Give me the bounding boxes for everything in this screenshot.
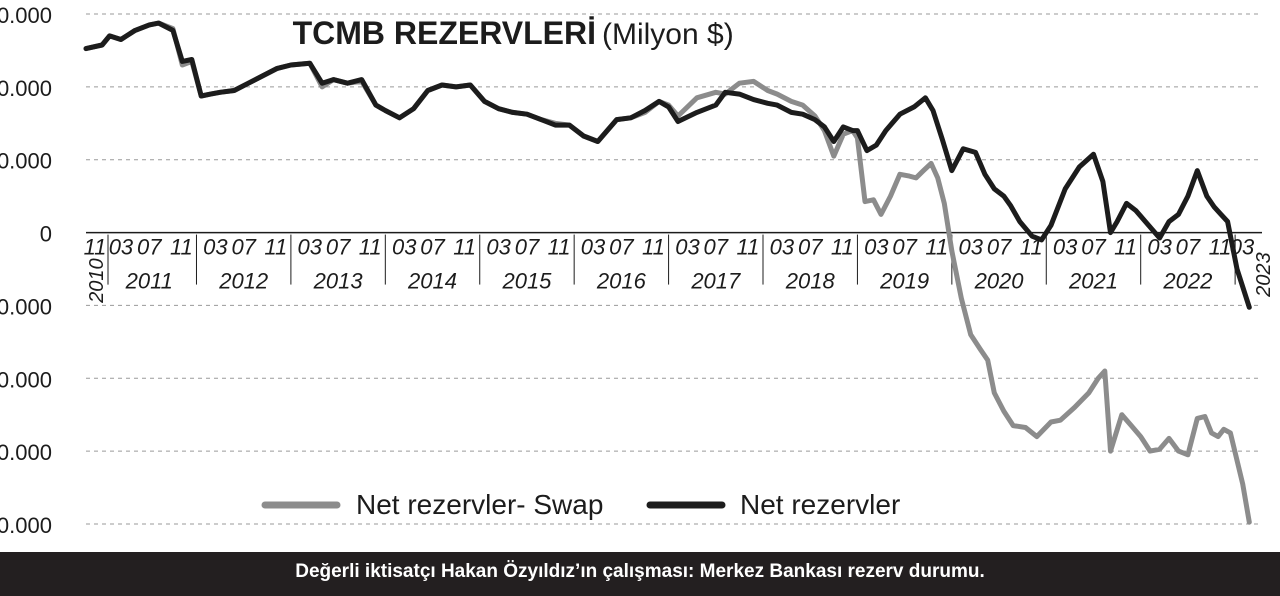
legend-label-net: Net rezervler bbox=[740, 489, 900, 520]
x-year-label: 2016 bbox=[596, 269, 647, 294]
x-year-label: 2019 bbox=[879, 269, 929, 294]
y-tick-label: 40.000 bbox=[0, 76, 52, 101]
x-year-label: 2014 bbox=[407, 269, 457, 294]
chart-title: TCMB REZERVLERİ bbox=[293, 15, 596, 51]
x-year-label: 2011 bbox=[125, 269, 173, 294]
x-tick-label-month: 03 bbox=[864, 235, 889, 260]
x-year-label: 2023 bbox=[1253, 252, 1275, 298]
x-year-label: 2021 bbox=[1068, 269, 1118, 294]
x-tick-label-month: 07 bbox=[326, 235, 351, 260]
x-tick-label-month: 07 bbox=[798, 235, 823, 260]
x-tick-label-month: 11 bbox=[1209, 235, 1232, 260]
x-tick-label-month: 11 bbox=[642, 235, 665, 260]
x-tick-label-month: 07 bbox=[704, 235, 729, 260]
x-year-label: 2022 bbox=[1162, 269, 1212, 294]
x-tick-label-month: 11 bbox=[1114, 235, 1137, 260]
x-tick-label-month: 11 bbox=[453, 235, 476, 260]
y-tick-label: 0 bbox=[40, 222, 52, 247]
chart-subtitle: (Milyon $) bbox=[602, 18, 734, 51]
x-tick-label-month: 07 bbox=[1081, 235, 1106, 260]
caption-bar: Değerli iktisatçı Hakan Özyıldız’ın çalı… bbox=[0, 552, 1280, 596]
x-tick-label-month: 07 bbox=[987, 235, 1012, 260]
x-tick-label-month: 07 bbox=[231, 235, 256, 260]
x-tick-label-month: 11 bbox=[1020, 235, 1043, 260]
x-tick-label-month: 03 bbox=[486, 235, 511, 260]
x-tick-label-month: 11 bbox=[359, 235, 382, 260]
grid-lines bbox=[86, 13, 1262, 525]
x-tick-label-month: 07 bbox=[609, 235, 634, 260]
y-tick-label: -20.000 bbox=[0, 294, 52, 319]
x-tick-label-month: 11 bbox=[170, 235, 193, 260]
x-tick-label-month: 03 bbox=[770, 235, 795, 260]
reserves-line-chart: 60.000 40.000 20.000 0 -20.000 -40.000 -60.000… bbox=[0, 3, 1275, 538]
x-tick-label-month: 07 bbox=[420, 235, 445, 260]
x-tick-label-month: 03 bbox=[392, 235, 417, 260]
y-tick-label: 20.000 bbox=[0, 149, 52, 174]
x-tick-label-month: 11 bbox=[736, 235, 759, 260]
x-tick-label-month: 07 bbox=[892, 235, 917, 260]
y-tick-label: -80.000 bbox=[0, 513, 52, 538]
x-year-label: 2017 bbox=[690, 269, 741, 294]
x-tick-label-month: 11 bbox=[264, 235, 287, 260]
series-line-net bbox=[83, 20, 1252, 310]
x-tick-label-month: 11 bbox=[548, 235, 571, 260]
x-tick-label-month: 11 bbox=[84, 235, 107, 260]
x-tick-label-month: 11 bbox=[831, 235, 854, 260]
x-tick-label-month: 07 bbox=[137, 235, 162, 260]
x-year-label: 2010 bbox=[86, 258, 108, 304]
x-tick-label-month: 03 bbox=[1053, 235, 1078, 260]
x-tick-label-month: 03 bbox=[298, 235, 323, 260]
y-tick-label: -60.000 bbox=[0, 440, 52, 465]
x-tick-label-month: 03 bbox=[203, 235, 228, 260]
x-tick-label-month: 07 bbox=[515, 235, 540, 260]
x-tick-label-month: 07 bbox=[1176, 235, 1201, 260]
x-tick-label-month: 03 bbox=[958, 235, 983, 260]
y-axis-tick-labels: 60.000 40.000 20.000 0 -20.000 -40.000 -60.000… bbox=[0, 3, 52, 538]
y-tick-label: 60.000 bbox=[0, 3, 52, 28]
x-year-label: 2020 bbox=[974, 269, 1025, 294]
x-tick-label-month: 11 bbox=[925, 235, 948, 260]
legend: Net rezervler- Swap Net rezervler bbox=[261, 489, 900, 520]
x-tick-label-month: 03 bbox=[581, 235, 606, 260]
x-year-label: 2012 bbox=[218, 269, 268, 294]
x-year-label: 2015 bbox=[501, 269, 552, 294]
series-lines bbox=[83, 20, 1252, 525]
x-tick-label-month: 03 bbox=[109, 235, 134, 260]
x-year-label: 2013 bbox=[313, 269, 364, 294]
legend-label-swap: Net rezervler- Swap bbox=[356, 489, 603, 520]
y-tick-label: -40.000 bbox=[0, 367, 52, 392]
x-tick-label-month: 03 bbox=[675, 235, 700, 260]
x-year-label: 2018 bbox=[785, 269, 836, 294]
